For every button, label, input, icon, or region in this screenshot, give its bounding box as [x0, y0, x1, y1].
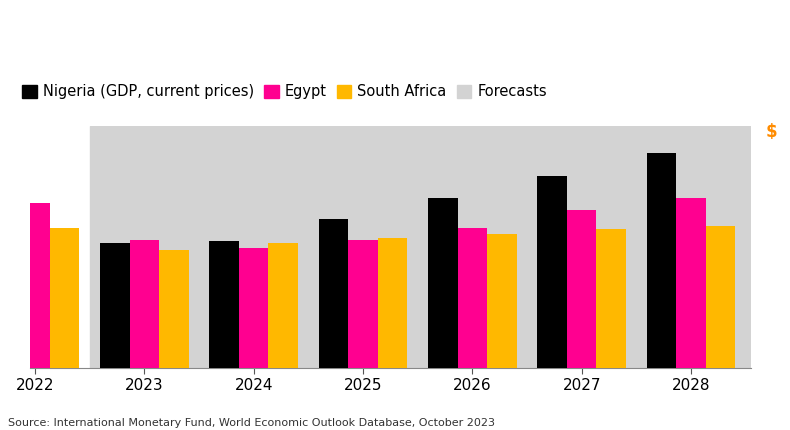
Bar — [130, 240, 159, 368]
Bar — [100, 243, 130, 368]
Bar — [676, 198, 705, 368]
Bar — [428, 198, 457, 368]
Bar — [269, 243, 298, 368]
Bar — [0, 203, 21, 368]
Bar — [596, 230, 626, 368]
Bar — [239, 248, 269, 368]
Bar — [378, 238, 408, 368]
Bar — [348, 240, 378, 368]
Bar — [487, 233, 517, 368]
Text: $: $ — [766, 123, 777, 141]
Bar — [319, 219, 348, 368]
Text: Source: International Monetary Fund, World Economic Outlook Database, October 20: Source: International Monetary Fund, Wor… — [8, 418, 495, 428]
Bar — [537, 176, 567, 368]
Bar — [705, 226, 735, 368]
Bar — [90, 126, 757, 368]
Legend: Nigeria (GDP, current prices), Egypt, South Africa, Forecasts: Nigeria (GDP, current prices), Egypt, So… — [22, 84, 547, 99]
Bar — [647, 153, 676, 368]
Bar — [159, 250, 189, 368]
Bar — [21, 203, 50, 368]
Bar — [567, 210, 596, 368]
Bar — [209, 240, 239, 368]
Bar — [457, 228, 487, 368]
Bar — [50, 228, 79, 368]
